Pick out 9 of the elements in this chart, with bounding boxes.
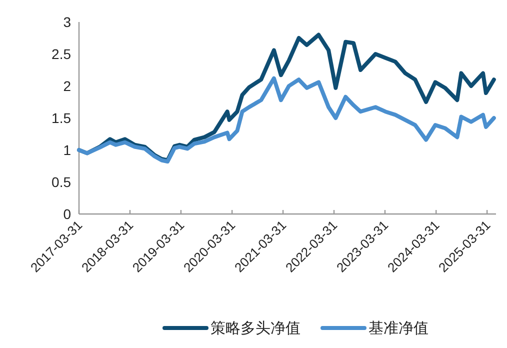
y-tick-label: 2	[63, 78, 72, 94]
y-tick-label: 2.5	[52, 46, 72, 62]
legend-label: 基准净值	[368, 320, 428, 337]
y-tick-label: 1.5	[52, 110, 72, 126]
y-tick-label: 3	[63, 14, 72, 30]
y-tick-label: 0	[63, 206, 72, 222]
y-tick-label: 1	[63, 142, 72, 158]
y-tick-label: 0.5	[52, 174, 72, 190]
legend-label: 策略多头净值	[210, 320, 300, 337]
